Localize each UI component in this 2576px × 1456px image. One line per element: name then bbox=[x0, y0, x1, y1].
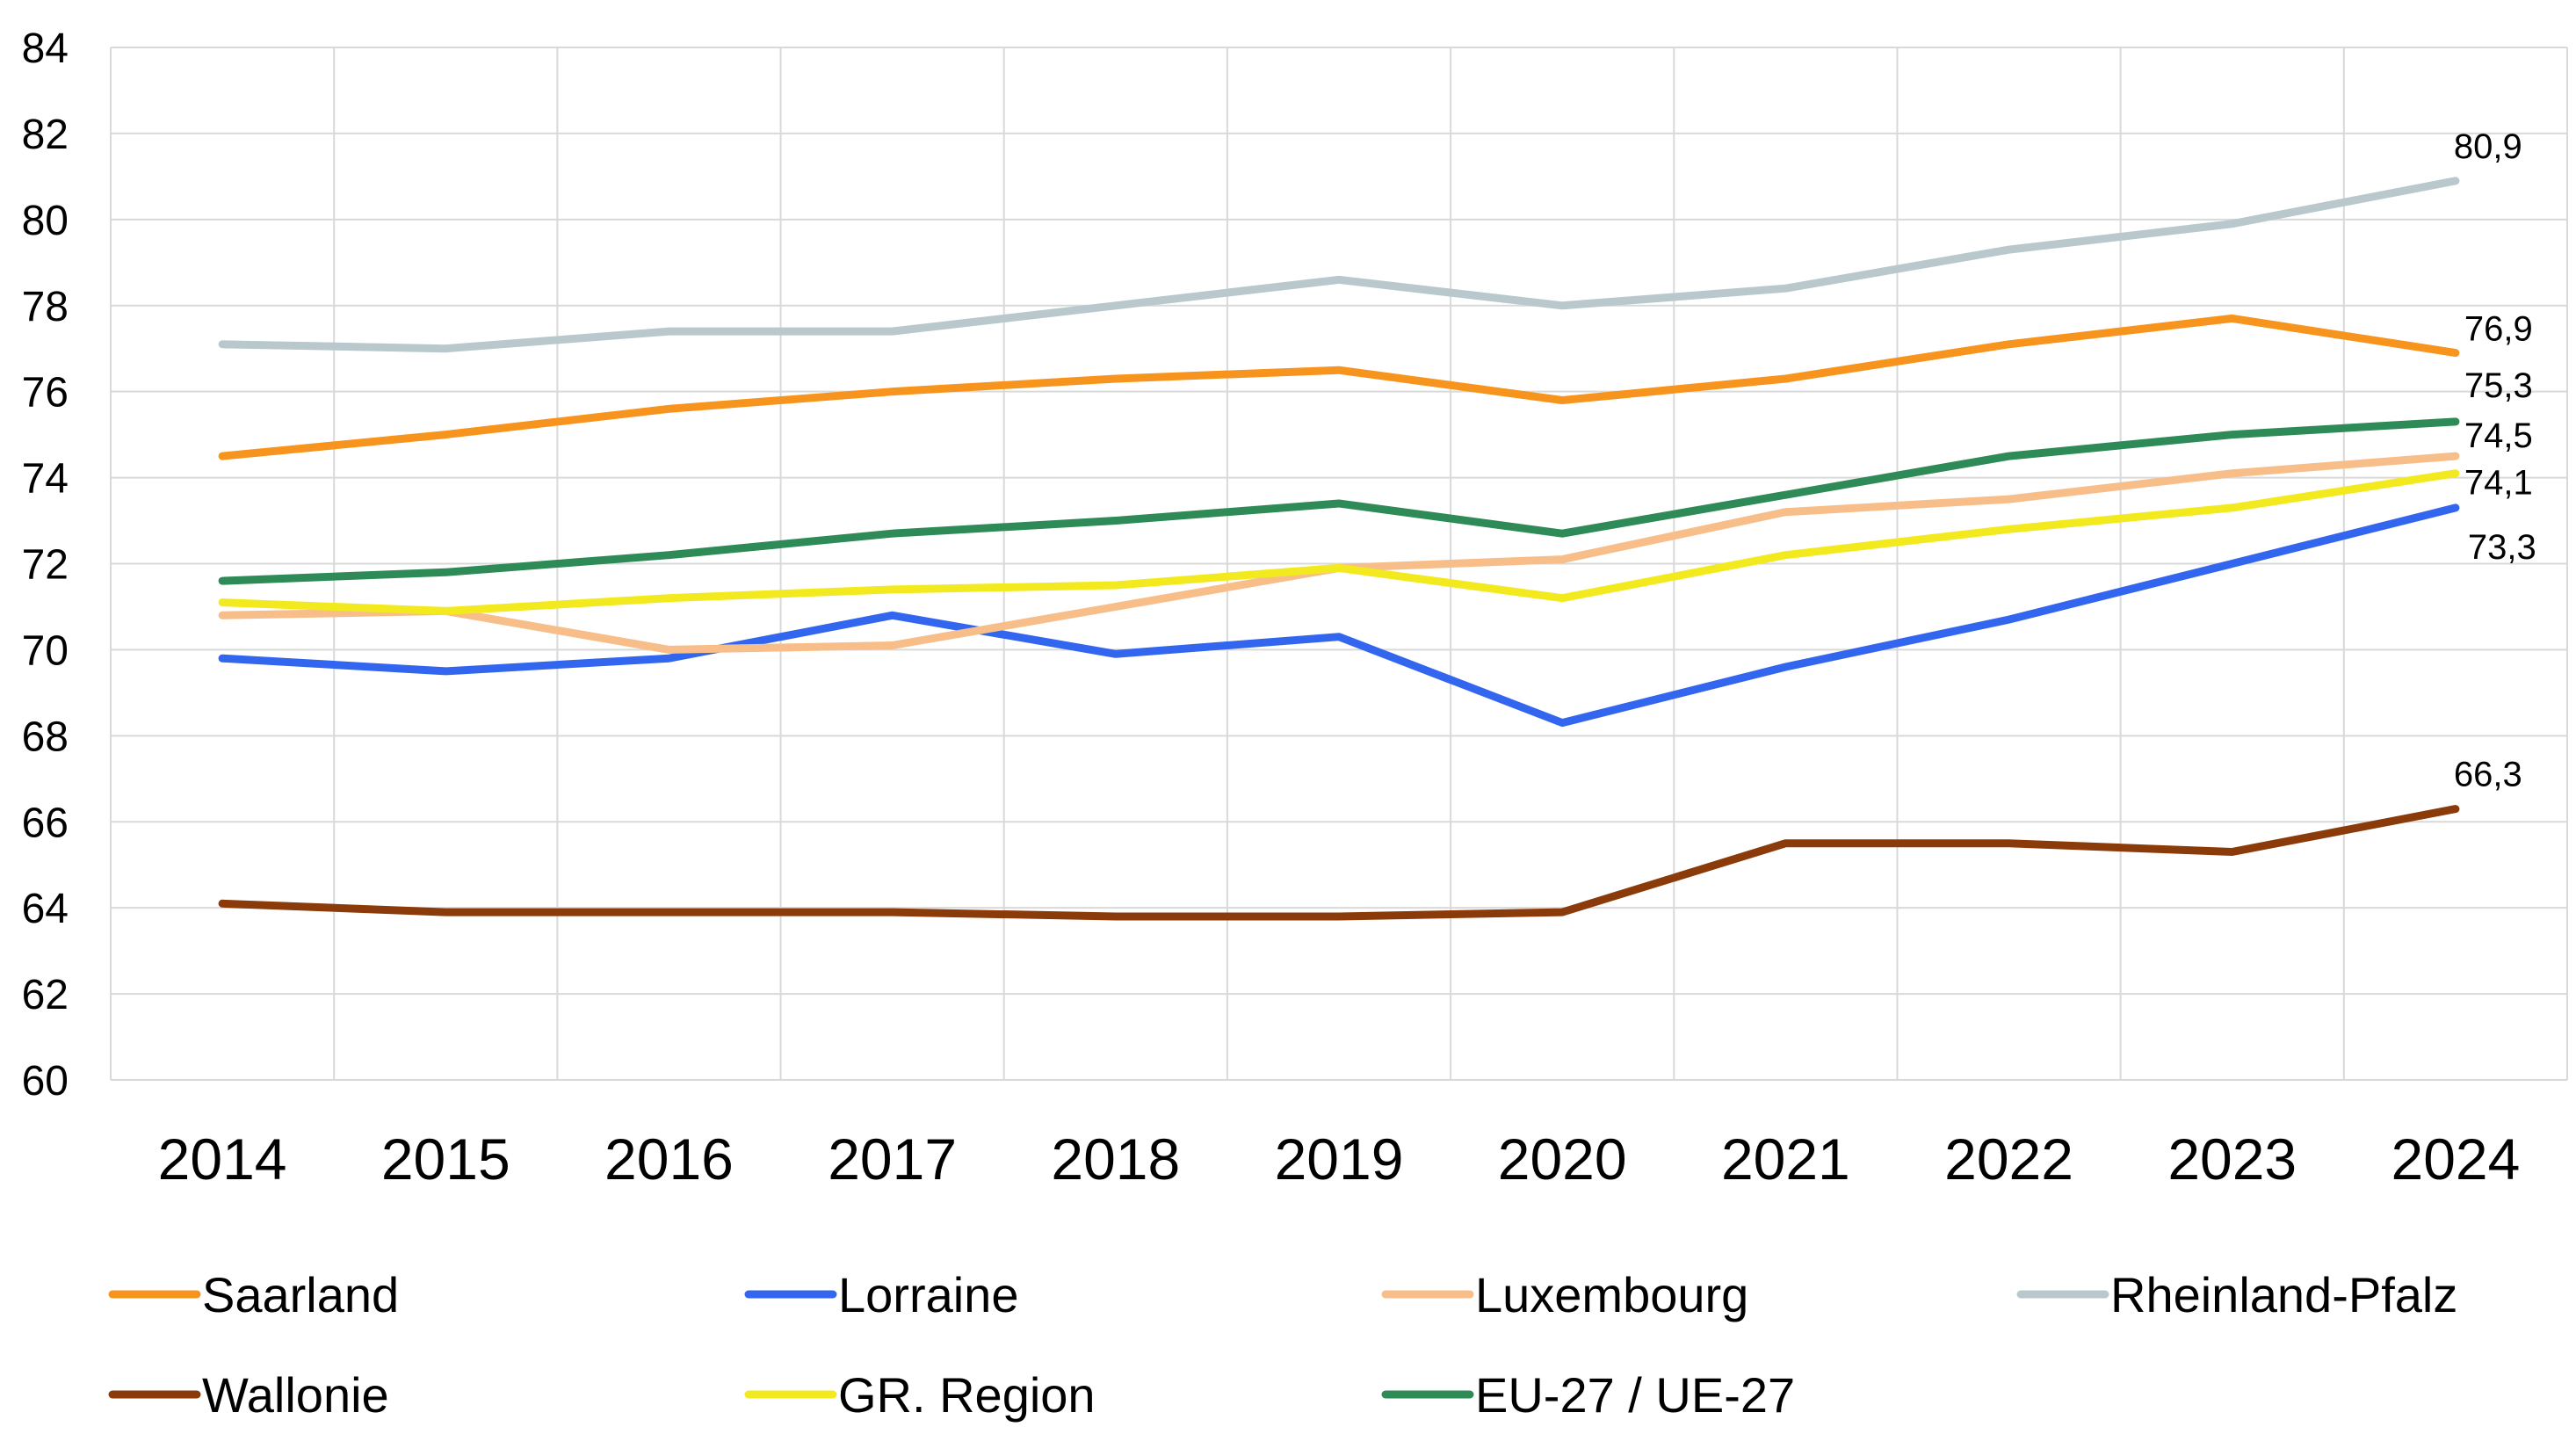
data-label: 66,3 bbox=[2454, 756, 2522, 794]
x-tick-label: 2019 bbox=[1275, 1126, 1404, 1192]
series-lines bbox=[218, 177, 2460, 921]
data-label: 73,3 bbox=[2468, 528, 2536, 567]
y-tick-label: 80 bbox=[22, 198, 69, 244]
series-line-eu-27-ue-27 bbox=[218, 417, 2460, 585]
legend-label: Lorraine bbox=[838, 1267, 1018, 1322]
series-line-wallonie bbox=[218, 805, 2460, 921]
data-label: 80,9 bbox=[2454, 127, 2522, 166]
data-label: 74,1 bbox=[2464, 464, 2533, 503]
gridlines bbox=[110, 47, 2568, 1081]
legend-label: Rheinland-Pfalz bbox=[2110, 1267, 2457, 1322]
y-tick-label: 78 bbox=[22, 284, 69, 330]
data-label: 74,5 bbox=[2464, 417, 2533, 455]
legend-label: Saarland bbox=[202, 1267, 399, 1322]
x-tick-label: 2021 bbox=[1721, 1126, 1850, 1192]
x-tick-label: 2018 bbox=[1051, 1126, 1180, 1192]
series-line-saarland bbox=[218, 314, 2460, 460]
legend-label: EU-27 / UE-27 bbox=[1475, 1367, 1795, 1423]
x-tick-label: 2014 bbox=[158, 1126, 287, 1192]
legend: Saarland Lorraine Luxembourg Rheinland-Pfal… bbox=[108, 1267, 2457, 1423]
y-tick-label: 66 bbox=[22, 800, 69, 846]
y-tick-label: 84 bbox=[22, 25, 69, 72]
y-tick-label: 74 bbox=[22, 456, 69, 503]
y-tick-label: 68 bbox=[22, 714, 69, 760]
x-tick-label: 2022 bbox=[1944, 1126, 2073, 1192]
y-tick-label: 72 bbox=[22, 542, 69, 589]
legend-label: GR. Region bbox=[838, 1367, 1096, 1423]
axes: 60 62 64 66 68 70 72 74 76 78 80 82 84 2014 2015 2016 20… bbox=[22, 25, 2521, 1192]
x-tick-label: 2023 bbox=[2167, 1126, 2297, 1192]
data-labels: 76,9 73,3 74,5 80,9 66,3 74,1 75,3 bbox=[2454, 127, 2536, 794]
x-tick-label: 2016 bbox=[604, 1126, 734, 1192]
legend-label: Wallonie bbox=[202, 1367, 389, 1423]
series-line-lorraine bbox=[218, 503, 2460, 728]
y-tick-label: 70 bbox=[22, 627, 69, 674]
data-label: 75,3 bbox=[2464, 366, 2533, 405]
x-tick-label: 2024 bbox=[2391, 1126, 2520, 1192]
x-tick-label: 2020 bbox=[1498, 1126, 1627, 1192]
data-label: 76,9 bbox=[2464, 310, 2533, 349]
y-tick-label: 82 bbox=[22, 112, 69, 158]
x-tick-label: 2015 bbox=[381, 1126, 510, 1192]
y-tick-label: 62 bbox=[22, 972, 69, 1018]
series-line-rheinland-pfalz bbox=[218, 177, 2460, 353]
legend-label: Luxembourg bbox=[1475, 1267, 1748, 1322]
y-tick-label: 60 bbox=[22, 1058, 69, 1105]
y-tick-label: 76 bbox=[22, 370, 69, 417]
x-tick-label: 2017 bbox=[828, 1126, 957, 1192]
series-line-gr-region bbox=[218, 469, 2460, 615]
y-tick-label: 64 bbox=[22, 886, 69, 932]
